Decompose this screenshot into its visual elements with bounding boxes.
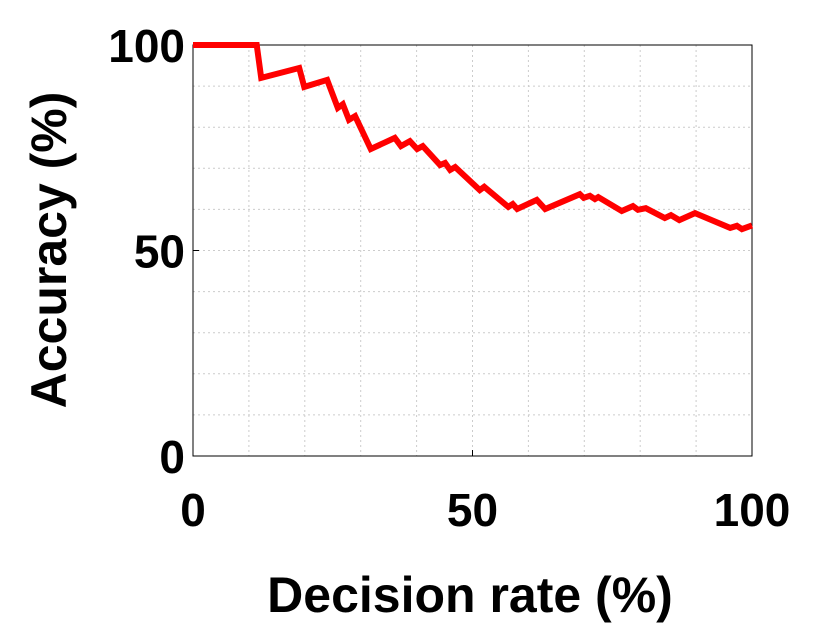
x-tick-label: 100 bbox=[714, 484, 791, 536]
y-tick-label: 0 bbox=[159, 431, 185, 483]
y-tick-label: 50 bbox=[134, 226, 185, 278]
x-axis-label: Decision rate (%) bbox=[267, 567, 673, 623]
y-tick-label: 100 bbox=[108, 20, 185, 72]
plot-frame bbox=[192, 44, 753, 457]
x-tick-label: 0 bbox=[180, 484, 206, 536]
x-tick-label: 50 bbox=[447, 484, 498, 536]
data-line bbox=[193, 42, 754, 233]
y-axis-label: Accuracy (%) bbox=[21, 92, 77, 409]
